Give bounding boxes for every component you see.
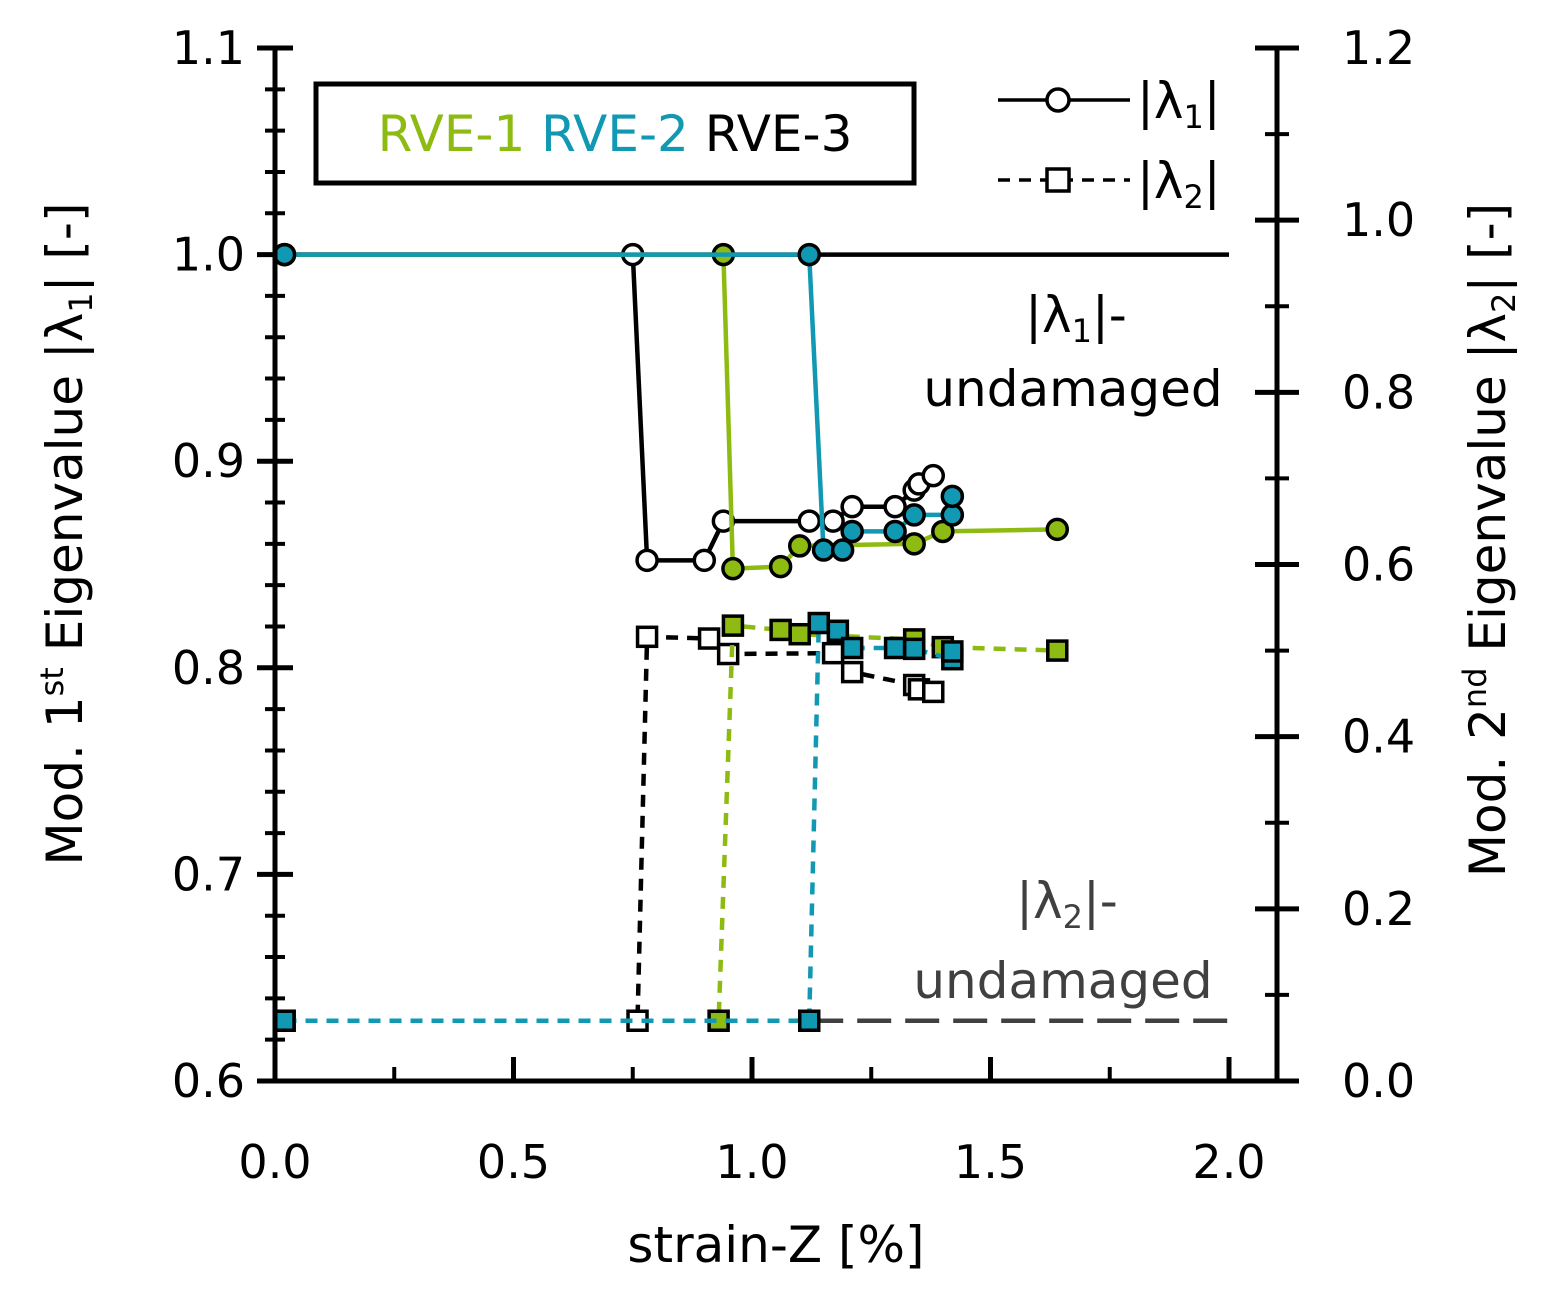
y-left-tick-label: 0.9 [172, 434, 245, 488]
legend-lambda1-label: |λ1| [1137, 72, 1221, 136]
data-point [902, 532, 926, 556]
y-right-tick-label: 0.6 [1342, 538, 1415, 592]
series-line-RVE-2-lambda2 [284, 620, 955, 1023]
series-line-RVE-3-lambda2 [284, 634, 934, 1023]
data-point [902, 637, 926, 661]
data-point [941, 640, 964, 663]
data-point [272, 242, 297, 267]
data-point [940, 484, 965, 509]
data-point [830, 538, 855, 562]
legend-box [313, 81, 917, 186]
y-right-tick-label: 1.0 [1342, 193, 1415, 247]
y-left-tick-label: 1.0 [172, 228, 245, 282]
y-left-tick-label: 1.1 [172, 21, 245, 75]
data-point [883, 519, 907, 544]
x-tick-label: 1.5 [954, 1135, 1027, 1189]
annotation-lambda1-undamaged-line1: |λ1|- [1025, 286, 1127, 350]
data-point [821, 509, 845, 533]
y-right-axis-title: Mod. 2nd Eigenvalue |λ2| [-] [1456, 203, 1523, 877]
legend-lambda2-label: |λ2| [1137, 152, 1221, 216]
legend-square-marker [1045, 167, 1071, 193]
data-point [635, 548, 659, 573]
data-point [721, 614, 745, 637]
y-right-tick-label: 1.2 [1342, 21, 1415, 75]
data-point [840, 494, 864, 519]
data-point [797, 242, 821, 267]
y-left-tick-label: 0.8 [172, 641, 245, 695]
x-axis-title: strain-Z [%] [627, 1216, 924, 1274]
data-point [721, 556, 745, 581]
data-point [921, 463, 946, 488]
data-point [692, 548, 717, 573]
legend-layer: RVE-1 RVE-2 RVE-3 |λ1| |λ2| [313, 72, 1221, 216]
data-point [797, 1009, 821, 1032]
data-point [768, 554, 793, 579]
data-point [840, 660, 864, 684]
y-right-tick-label: 0.2 [1342, 882, 1415, 936]
y-right-tick-label: 0.0 [1342, 1054, 1415, 1108]
data-point [902, 503, 926, 527]
data-point [821, 641, 845, 665]
x-tick-label: 0.5 [477, 1135, 550, 1189]
x-tick-label: 2.0 [1192, 1135, 1265, 1189]
y-right-tick-label: 0.8 [1342, 365, 1415, 419]
data-point [840, 636, 864, 660]
data-point [1046, 639, 1069, 662]
data-point [787, 534, 812, 558]
x-tick-label: 0.0 [238, 1135, 311, 1189]
data-point [797, 509, 821, 533]
data-point [788, 622, 811, 646]
annotation-lambda2-undamaged-line2: undamaged [913, 952, 1212, 1010]
legend-circle-marker [1045, 87, 1071, 113]
data-point [883, 494, 907, 519]
data-point [697, 627, 721, 650]
axes-layer [272, 48, 1280, 1084]
data-point [883, 636, 907, 660]
data-point [826, 619, 850, 643]
legend-rve-labels: RVE-1 RVE-2 RVE-3 [378, 105, 853, 163]
data-point [635, 625, 659, 649]
data-point [922, 680, 945, 704]
y-right-tick-label: 0.4 [1342, 710, 1415, 764]
x-tick-label: 1.0 [715, 1135, 788, 1189]
data-point [716, 642, 740, 666]
annotation-layer: |λ1|- undamaged |λ2|- undamaged [913, 286, 1222, 1010]
data-point [811, 538, 836, 562]
data-point [807, 611, 831, 635]
data-point [1045, 517, 1070, 542]
data-point [840, 519, 864, 544]
data-point [273, 1009, 296, 1032]
y-left-tick-label: 0.7 [172, 847, 245, 901]
series-layer [272, 242, 1229, 1032]
data-point [769, 618, 792, 642]
annotation-lambda1-undamaged-line2: undamaged [923, 360, 1222, 418]
y-left-axis-title: Mod. 1st Eigenvalue |λ1| [-] [33, 203, 100, 866]
labels-layer: 0.6 0.7 0.8 0.9 1.0 1.1 0.0 0.2 0.4 0.6 0.8 1.0 1.2 0… [33, 21, 1523, 1274]
y-left-tick-label: 0.6 [172, 1054, 245, 1108]
annotation-lambda2-undamaged-line1: |λ2|- [1016, 872, 1118, 936]
